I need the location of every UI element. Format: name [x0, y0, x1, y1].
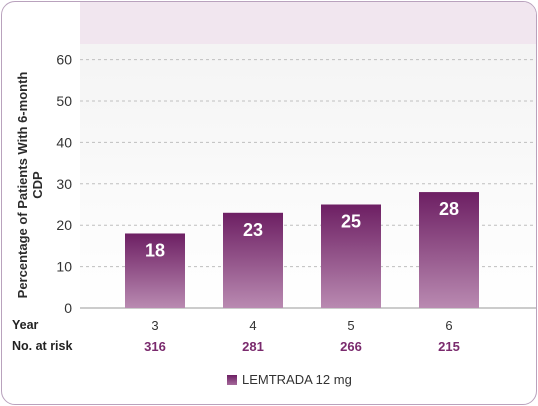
bar	[321, 204, 381, 308]
y-axis-label: Percentage of Patients With 6-month CDP	[15, 71, 45, 299]
bar	[419, 192, 479, 308]
y-tick-label: 20	[56, 217, 72, 233]
y-tick-label: 50	[56, 93, 72, 109]
at-risk-value: 281	[242, 339, 264, 354]
at-risk-value: 215	[438, 339, 460, 354]
x-tick-label: 6	[445, 318, 452, 333]
bar	[125, 233, 185, 308]
y-tick-label: 60	[56, 52, 72, 68]
y-tick-label: 40	[56, 134, 72, 150]
bar-value-label: 25	[341, 212, 361, 232]
plot-top-band	[80, 2, 536, 44]
at-risk-value: 316	[144, 339, 166, 354]
bar-value-label: 18	[145, 240, 165, 260]
y-tick-label: 30	[56, 176, 72, 192]
at-risk-value: 266	[340, 339, 362, 354]
bar	[223, 212, 283, 308]
x-tick-label: 4	[249, 318, 256, 333]
x-tick-label: 3	[151, 318, 158, 333]
legend: LEMTRADA 12 mg	[227, 372, 352, 387]
bar-value-label: 23	[243, 220, 263, 240]
y-tick-label: 0	[64, 300, 72, 316]
at-risk-row-label: No. at risk	[12, 339, 73, 353]
year-row-label: Year	[12, 318, 39, 332]
y-tick-label: 10	[56, 259, 72, 275]
legend-swatch	[227, 374, 237, 385]
bar-value-label: 28	[439, 199, 459, 219]
legend-label: LEMTRADA 12 mg	[242, 372, 352, 387]
x-tick-label: 5	[347, 318, 354, 333]
